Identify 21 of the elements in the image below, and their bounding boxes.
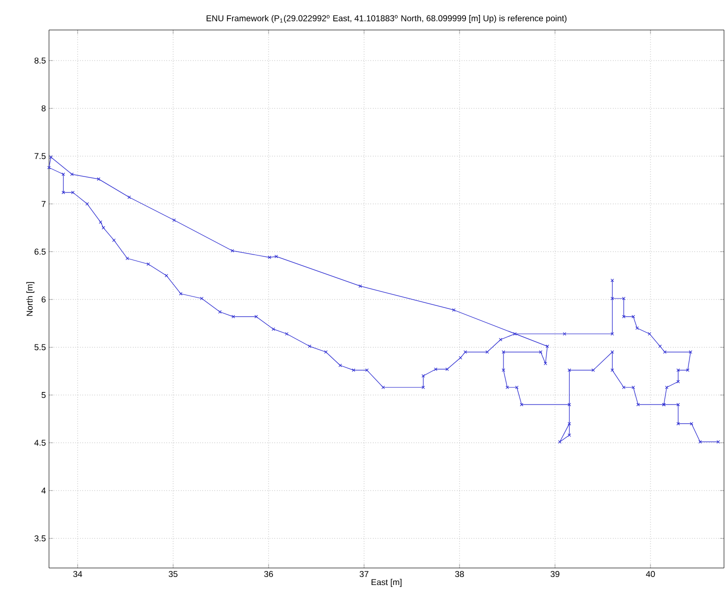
y-tick-label: 4.5 xyxy=(34,440,46,446)
x-tick-label: 37 xyxy=(360,571,368,578)
y-tick-label: 8 xyxy=(42,105,46,112)
y-tick-label: 6 xyxy=(42,296,46,302)
x-tick-label: 36 xyxy=(264,571,273,578)
x-axis-title: East [m] xyxy=(372,578,402,587)
y-tick-label: 5.5 xyxy=(34,344,46,350)
y-tick-label: 5 xyxy=(42,392,46,398)
y-axis-title: North [m] xyxy=(26,282,34,316)
y-tick-label: 8.5 xyxy=(34,58,46,64)
x-tick-label: 34 xyxy=(73,571,82,578)
x-tick-label: 40 xyxy=(646,571,655,578)
y-tick-label: 4 xyxy=(41,488,46,494)
y-tick-label: 6.5 xyxy=(34,248,46,255)
y-tick-label: 3.5 xyxy=(34,535,46,542)
x-tick-label: 35 xyxy=(168,571,178,578)
x-tick-label: 39 xyxy=(550,571,560,578)
y-tick-label: 7 xyxy=(42,200,46,207)
y-tick-label: 7.5 xyxy=(34,153,46,160)
chart-title: ENU Framework (P$_{1}$(29.022992$^{o}$ East, 41.101883$^{o}$ North, 68.099999 [m] Up) is reference point) xyxy=(206,15,566,23)
x-tick-label: 38 xyxy=(455,571,464,578)
